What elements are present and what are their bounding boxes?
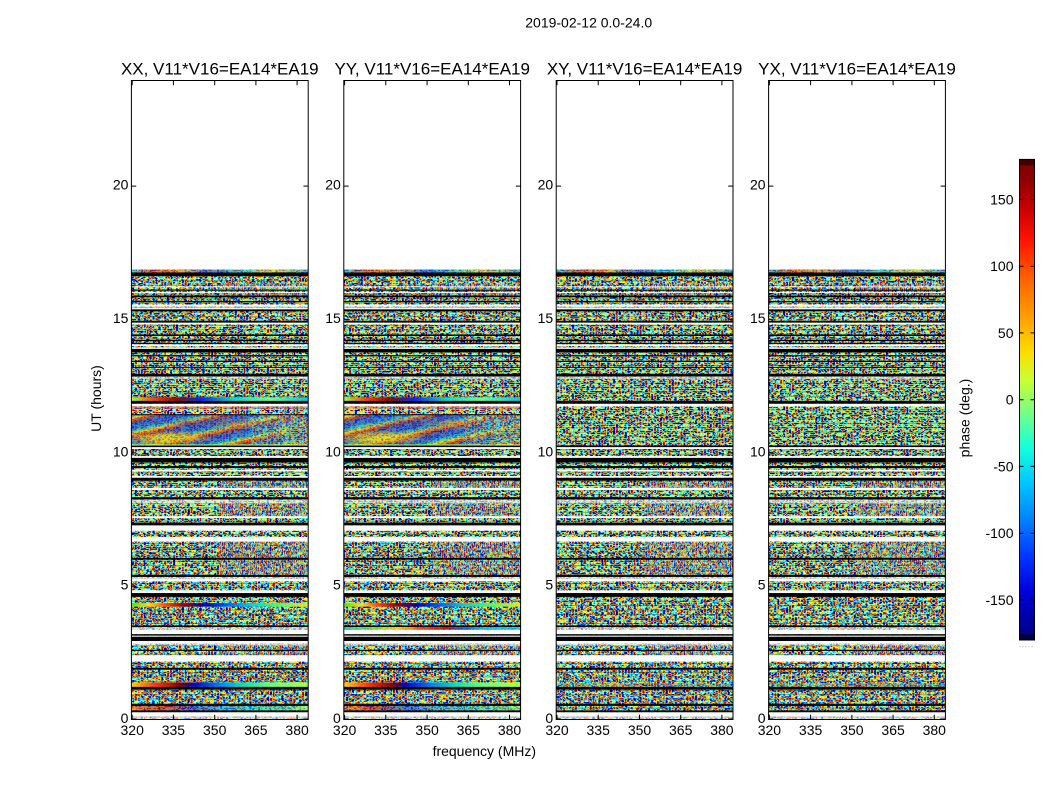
svg-text:UT (hours): UT (hours) [88,365,104,432]
svg-text:20: 20 [538,177,554,193]
svg-text:320: 320 [758,722,782,738]
svg-text:0: 0 [1006,392,1014,408]
svg-text:380: 380 [923,722,947,738]
svg-text:0: 0 [545,710,553,726]
svg-text:10: 10 [750,443,766,459]
svg-text:365: 365 [244,722,268,738]
svg-text:5: 5 [545,577,553,593]
svg-text:XY, V11*V16=EA14*EA19: XY, V11*V16=EA14*EA19 [547,60,743,79]
svg-text:20: 20 [750,177,766,193]
svg-text:10: 10 [325,443,341,459]
svg-text:365: 365 [669,722,693,738]
svg-text:0: 0 [333,710,341,726]
svg-text:350: 350 [628,722,652,738]
svg-text:150: 150 [990,191,1014,207]
svg-text:335: 335 [374,722,398,738]
svg-text:320: 320 [121,722,145,738]
svg-text:20: 20 [325,177,341,193]
svg-text:5: 5 [758,577,766,593]
svg-text:335: 335 [587,722,611,738]
svg-text:335: 335 [799,722,823,738]
svg-text:2019-02-12 0.0-24.0: 2019-02-12 0.0-24.0 [525,15,652,31]
svg-text:335: 335 [162,722,186,738]
svg-text:15: 15 [750,310,766,326]
svg-text:10: 10 [538,443,554,459]
svg-text:15: 15 [538,310,554,326]
svg-text:5: 5 [121,577,129,593]
svg-text:50: 50 [998,325,1014,341]
svg-text:100: 100 [990,258,1014,274]
svg-text:380: 380 [710,722,734,738]
svg-text:0: 0 [121,710,129,726]
svg-text:5: 5 [333,577,341,593]
svg-text:365: 365 [457,722,481,738]
svg-text:YX, V11*V16=EA14*EA19: YX, V11*V16=EA14*EA19 [758,60,956,79]
svg-text:XX, V11*V16=EA14*EA19: XX, V11*V16=EA14*EA19 [121,60,319,79]
svg-text:380: 380 [498,722,522,738]
svg-text:350: 350 [840,722,864,738]
svg-text:320: 320 [545,722,569,738]
svg-text:380: 380 [285,722,309,738]
svg-text:-50: -50 [993,458,1013,474]
svg-text:phase (deg.): phase (deg.) [957,379,973,458]
svg-text:15: 15 [113,310,129,326]
svg-text:350: 350 [203,722,227,738]
svg-text:20: 20 [113,177,129,193]
svg-text:15: 15 [325,310,341,326]
svg-text:0: 0 [758,710,766,726]
svg-text:YY, V11*V16=EA14*EA19: YY, V11*V16=EA14*EA19 [334,60,530,79]
svg-text:350: 350 [415,722,439,738]
svg-text:-150: -150 [985,592,1013,608]
svg-text:10: 10 [113,443,129,459]
svg-text:frequency (MHz): frequency (MHz) [433,743,536,759]
svg-text:365: 365 [881,722,905,738]
svg-text:320: 320 [333,722,357,738]
svg-text:-100: -100 [985,525,1013,541]
